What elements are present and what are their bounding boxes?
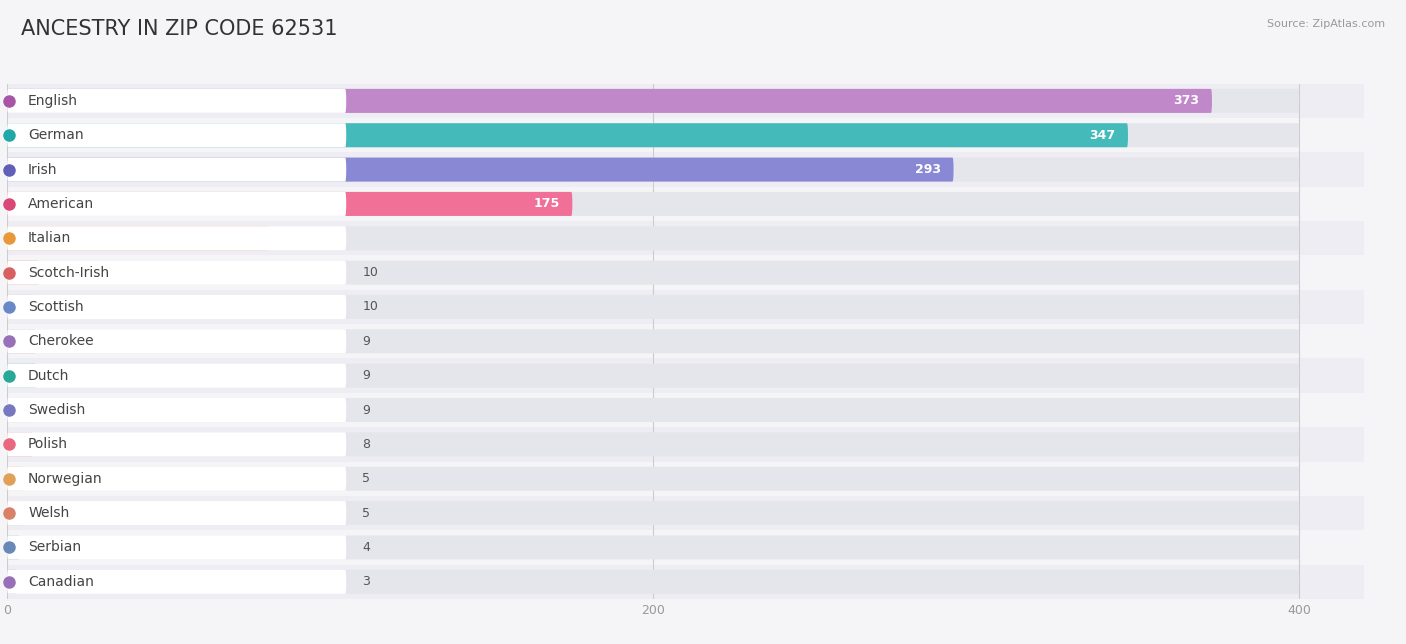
FancyBboxPatch shape (7, 501, 1299, 525)
FancyBboxPatch shape (7, 467, 346, 491)
FancyBboxPatch shape (7, 192, 1299, 216)
Text: 8: 8 (363, 438, 370, 451)
FancyBboxPatch shape (7, 123, 1128, 147)
Text: Polish: Polish (28, 437, 67, 451)
FancyBboxPatch shape (7, 496, 1364, 530)
FancyBboxPatch shape (7, 226, 269, 251)
Text: ANCESTRY IN ZIP CODE 62531: ANCESTRY IN ZIP CODE 62531 (21, 19, 337, 39)
Text: 347: 347 (1090, 129, 1115, 142)
Text: Swedish: Swedish (28, 403, 86, 417)
Text: Source: ZipAtlas.com: Source: ZipAtlas.com (1267, 19, 1385, 30)
FancyBboxPatch shape (7, 364, 37, 388)
Text: Scotch-Irish: Scotch-Irish (28, 265, 110, 279)
FancyBboxPatch shape (7, 295, 39, 319)
FancyBboxPatch shape (7, 398, 1299, 422)
FancyBboxPatch shape (7, 290, 1364, 324)
Text: Irish: Irish (28, 162, 58, 176)
Text: American: American (28, 197, 94, 211)
FancyBboxPatch shape (7, 398, 346, 422)
FancyBboxPatch shape (7, 432, 346, 457)
FancyBboxPatch shape (7, 364, 1299, 388)
FancyBboxPatch shape (7, 158, 346, 182)
FancyBboxPatch shape (7, 501, 346, 525)
Text: 5: 5 (363, 472, 370, 485)
FancyBboxPatch shape (7, 501, 22, 525)
FancyBboxPatch shape (7, 329, 346, 354)
FancyBboxPatch shape (7, 295, 346, 319)
FancyBboxPatch shape (7, 89, 1212, 113)
FancyBboxPatch shape (7, 467, 22, 491)
FancyBboxPatch shape (7, 89, 346, 113)
Text: 5: 5 (363, 507, 370, 520)
Text: 175: 175 (533, 198, 560, 211)
FancyBboxPatch shape (7, 359, 1364, 393)
FancyBboxPatch shape (7, 432, 32, 457)
Text: 9: 9 (363, 335, 370, 348)
FancyBboxPatch shape (7, 398, 37, 422)
FancyBboxPatch shape (7, 261, 39, 285)
Text: Norwegian: Norwegian (28, 471, 103, 486)
FancyBboxPatch shape (7, 364, 346, 388)
FancyBboxPatch shape (7, 535, 346, 560)
FancyBboxPatch shape (7, 329, 37, 354)
FancyBboxPatch shape (7, 226, 1299, 251)
Text: 293: 293 (915, 163, 941, 176)
FancyBboxPatch shape (7, 192, 572, 216)
FancyBboxPatch shape (7, 158, 1299, 182)
FancyBboxPatch shape (7, 570, 346, 594)
FancyBboxPatch shape (7, 192, 346, 216)
FancyBboxPatch shape (7, 261, 1299, 285)
Text: Cherokee: Cherokee (28, 334, 94, 348)
FancyBboxPatch shape (7, 221, 1364, 256)
Text: Serbian: Serbian (28, 540, 82, 554)
FancyBboxPatch shape (7, 427, 1364, 462)
Text: Scottish: Scottish (28, 300, 84, 314)
FancyBboxPatch shape (7, 570, 17, 594)
Text: Dutch: Dutch (28, 368, 69, 383)
FancyBboxPatch shape (7, 256, 1364, 290)
Text: German: German (28, 128, 84, 142)
FancyBboxPatch shape (7, 570, 1299, 594)
FancyBboxPatch shape (7, 226, 346, 251)
FancyBboxPatch shape (7, 118, 1364, 153)
Text: English: English (28, 94, 79, 108)
FancyBboxPatch shape (7, 467, 1299, 491)
FancyBboxPatch shape (7, 84, 1364, 118)
FancyBboxPatch shape (7, 393, 1364, 427)
Text: 81: 81 (239, 232, 256, 245)
Text: 9: 9 (363, 369, 370, 382)
FancyBboxPatch shape (7, 158, 953, 182)
FancyBboxPatch shape (7, 123, 1299, 147)
Text: 10: 10 (363, 301, 378, 314)
Text: 10: 10 (363, 266, 378, 279)
FancyBboxPatch shape (7, 535, 20, 560)
Text: 373: 373 (1173, 95, 1199, 108)
FancyBboxPatch shape (7, 565, 1364, 599)
FancyBboxPatch shape (7, 432, 1299, 457)
FancyBboxPatch shape (7, 324, 1364, 359)
Text: Canadian: Canadian (28, 574, 94, 589)
FancyBboxPatch shape (7, 530, 1364, 565)
FancyBboxPatch shape (7, 187, 1364, 221)
Text: 3: 3 (363, 575, 370, 588)
FancyBboxPatch shape (7, 89, 1299, 113)
Text: 9: 9 (363, 404, 370, 417)
FancyBboxPatch shape (7, 123, 346, 147)
FancyBboxPatch shape (7, 535, 1299, 560)
FancyBboxPatch shape (7, 462, 1364, 496)
FancyBboxPatch shape (7, 261, 346, 285)
FancyBboxPatch shape (7, 295, 1299, 319)
FancyBboxPatch shape (7, 153, 1364, 187)
FancyBboxPatch shape (7, 329, 1299, 354)
Text: 4: 4 (363, 541, 370, 554)
Text: Italian: Italian (28, 231, 72, 245)
Text: Welsh: Welsh (28, 506, 69, 520)
